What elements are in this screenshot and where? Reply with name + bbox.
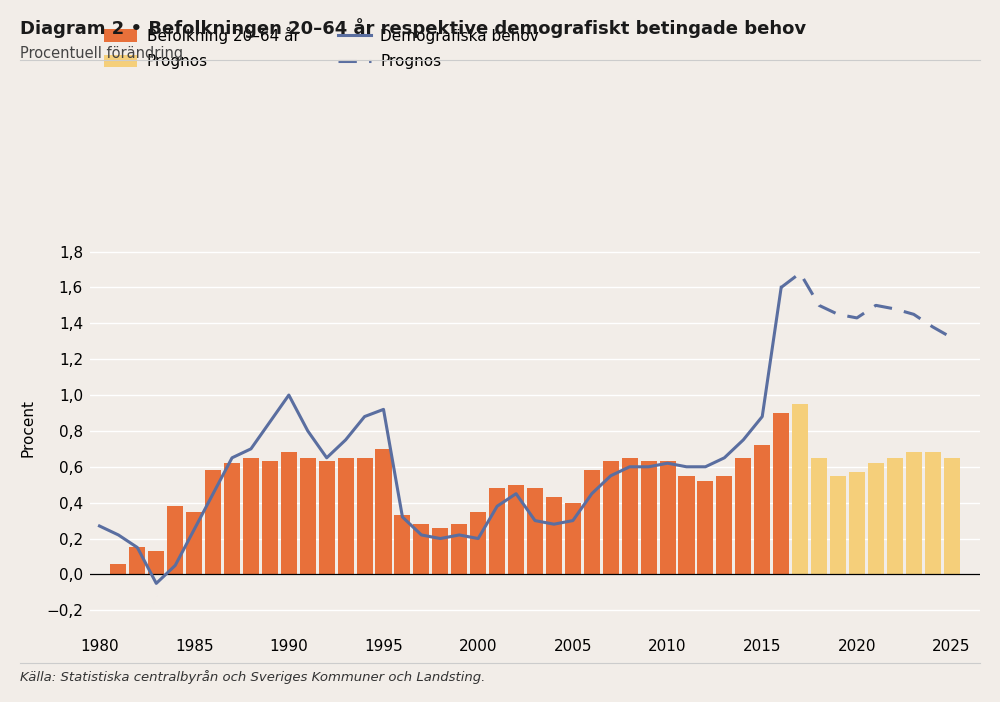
Bar xyxy=(603,461,619,574)
Bar xyxy=(641,461,657,574)
Bar xyxy=(489,489,505,574)
Bar xyxy=(205,470,221,574)
Bar xyxy=(868,463,884,574)
Legend: Befolkning 20–64 år, Prognos, Demografiska behov, Prognos: Befolkning 20–64 år, Prognos, Demografis… xyxy=(98,20,545,76)
Bar xyxy=(470,512,486,574)
Y-axis label: Procent: Procent xyxy=(20,399,35,457)
Bar xyxy=(660,461,676,574)
Bar xyxy=(451,524,467,574)
Bar xyxy=(281,452,297,574)
Bar xyxy=(546,497,562,574)
Bar xyxy=(906,452,922,574)
Bar xyxy=(224,463,240,574)
Bar xyxy=(148,551,164,574)
Bar xyxy=(319,461,335,574)
Bar xyxy=(944,458,960,574)
Bar xyxy=(565,503,581,574)
Bar xyxy=(754,445,770,574)
Bar xyxy=(338,458,354,574)
Bar xyxy=(792,404,808,574)
Text: Procentuell förändring: Procentuell förändring xyxy=(20,46,183,60)
Bar xyxy=(357,458,373,574)
Text: Källa: Statistiska centralbyrån och Sveriges Kommuner och Landsting.: Källa: Statistiska centralbyrån och Sver… xyxy=(20,670,485,684)
Bar xyxy=(167,506,183,574)
Text: Diagram 2 • Befolkningen 20–64 år respektive demografiskt betingade behov: Diagram 2 • Befolkningen 20–64 år respek… xyxy=(20,18,806,37)
Bar xyxy=(527,489,543,574)
Bar xyxy=(262,461,278,574)
Bar xyxy=(735,458,751,574)
Bar xyxy=(508,484,524,574)
Bar xyxy=(849,472,865,574)
Bar xyxy=(584,470,600,574)
Bar xyxy=(129,548,145,574)
Bar xyxy=(110,564,126,574)
Bar xyxy=(678,476,695,574)
Bar xyxy=(413,524,429,574)
Bar xyxy=(697,481,713,574)
Bar xyxy=(716,476,732,574)
Bar xyxy=(925,452,941,574)
Bar xyxy=(243,458,259,574)
Bar xyxy=(811,458,827,574)
Bar xyxy=(773,413,789,574)
Bar xyxy=(622,458,638,574)
Bar xyxy=(432,528,448,574)
Bar xyxy=(375,449,392,574)
Bar xyxy=(394,515,410,574)
Bar xyxy=(830,476,846,574)
Bar xyxy=(186,512,202,574)
Bar xyxy=(887,458,903,574)
Bar xyxy=(300,458,316,574)
